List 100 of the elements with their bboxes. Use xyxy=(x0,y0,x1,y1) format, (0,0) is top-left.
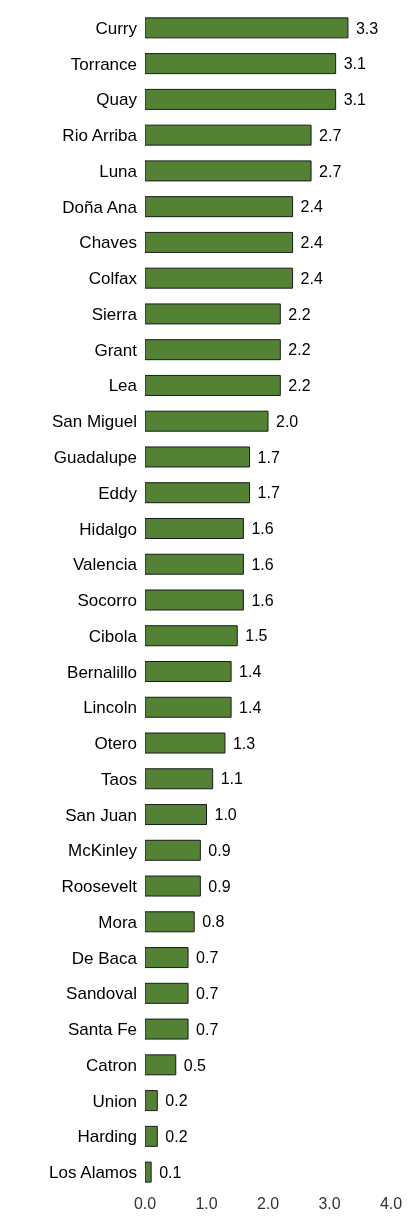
data-label: 1.4 xyxy=(239,698,262,716)
data-label: 2.0 xyxy=(276,412,299,430)
x-tick-label: 4.0 xyxy=(379,1195,403,1213)
y-tick-label: Bernalillo xyxy=(67,662,137,682)
data-label: 1.6 xyxy=(251,555,274,573)
data-label: 3.3 xyxy=(355,19,379,37)
bar xyxy=(145,911,195,933)
data-label: 0.7 xyxy=(196,949,219,967)
y-tick-label: Cibola xyxy=(88,626,138,646)
bar xyxy=(145,1125,158,1147)
data-label: 0.7 xyxy=(196,985,219,1002)
bar xyxy=(145,839,201,861)
bar xyxy=(145,517,244,539)
data-label: 1.5 xyxy=(245,627,268,645)
bar xyxy=(145,410,269,432)
bar xyxy=(145,53,337,75)
y-tick-label: Union xyxy=(92,1091,137,1111)
bar xyxy=(145,947,189,969)
data-label: 0.1 xyxy=(159,1163,182,1181)
data-label: 0.2 xyxy=(165,1128,188,1146)
data-label: 2.7 xyxy=(319,126,342,144)
bar xyxy=(145,88,337,110)
x-tick-label: 3.0 xyxy=(318,1195,341,1213)
bar xyxy=(145,732,226,754)
data-label: 0.7 xyxy=(196,1020,219,1038)
bar xyxy=(145,17,349,39)
y-tick-label: Sandoval xyxy=(66,984,137,1004)
bar xyxy=(145,303,281,325)
data-label: 1.4 xyxy=(239,663,262,681)
y-tick-label: Doña Ana xyxy=(62,197,138,217)
data-label: 2.2 xyxy=(288,377,311,395)
y-tick-label: Chaves xyxy=(79,233,137,253)
y-tick-label: Harding xyxy=(77,1127,137,1147)
y-tick-label: Socorro xyxy=(77,591,137,611)
bar xyxy=(145,1090,158,1112)
bar xyxy=(145,625,238,647)
data-label: 2.7 xyxy=(319,162,342,180)
data-label: 3.1 xyxy=(343,55,366,73)
data-label: 0.8 xyxy=(202,913,225,931)
bar xyxy=(145,374,281,396)
bar xyxy=(145,768,214,790)
y-tick-label: Taos xyxy=(101,769,137,789)
bar xyxy=(145,196,294,218)
y-tick-label: Guadalupe xyxy=(53,448,137,467)
bar xyxy=(145,1018,189,1040)
data-label: 0.5 xyxy=(183,1056,207,1074)
data-label: 3.1 xyxy=(343,91,366,109)
y-tick-label: Lincoln xyxy=(83,698,137,718)
data-label: 1.6 xyxy=(251,591,274,609)
bar xyxy=(145,1161,152,1183)
y-tick-label: Torrance xyxy=(70,54,137,74)
x-tick-label: 1.0 xyxy=(195,1195,218,1213)
y-tick-label: Curry xyxy=(95,18,138,38)
bar xyxy=(145,875,201,897)
bar xyxy=(145,124,312,146)
x-tick-label: 2.0 xyxy=(256,1195,280,1213)
data-label: 0.2 xyxy=(165,1092,188,1110)
bar xyxy=(145,804,207,826)
bar xyxy=(145,267,294,289)
y-tick-label: Otero xyxy=(94,734,137,754)
bar xyxy=(145,231,294,253)
y-tick-label: Valencia xyxy=(73,555,138,575)
y-tick-label: Grant xyxy=(94,340,138,360)
y-tick-label: Eddy xyxy=(98,483,138,503)
bar xyxy=(145,482,251,504)
y-tick-label: Sierra xyxy=(91,304,138,324)
data-label: 2.4 xyxy=(300,234,323,252)
y-tick-label: Los Alamos xyxy=(49,1163,137,1183)
y-tick-label: Catron xyxy=(85,1055,137,1075)
y-tick-label: San Juan xyxy=(65,805,137,825)
y-tick-label: Lea xyxy=(108,376,138,396)
bar xyxy=(145,696,232,718)
y-tick-label: Rio Arriba xyxy=(62,126,138,146)
bar xyxy=(145,339,281,361)
data-label: 1.1 xyxy=(220,770,243,788)
data-label: 1.7 xyxy=(257,484,280,502)
data-label: 2.4 xyxy=(300,269,323,287)
data-label: 0.9 xyxy=(208,877,231,895)
data-label: 2.2 xyxy=(288,305,311,323)
y-tick-label: Roosevelt xyxy=(61,877,138,897)
y-tick-label: De Baca xyxy=(71,948,138,968)
y-tick-label: McKinley xyxy=(68,841,138,861)
data-label: 1.3 xyxy=(232,734,256,752)
data-label: 1.6 xyxy=(251,520,274,538)
data-label: 0.9 xyxy=(208,841,231,859)
data-label: 2.2 xyxy=(288,341,311,359)
bar xyxy=(145,160,312,182)
data-label: 1.7 xyxy=(257,448,280,466)
y-tick-label: Quay xyxy=(96,90,138,110)
y-tick-label: Hidalgo xyxy=(79,519,137,539)
data-label: 2.4 xyxy=(300,198,323,216)
y-tick-label: San Miguel xyxy=(51,412,137,432)
bar xyxy=(145,661,232,682)
x-tick-label: 0.0 xyxy=(133,1195,157,1213)
bar xyxy=(145,1054,177,1076)
data-label: 1.0 xyxy=(214,806,237,824)
y-tick-label: Santa Fe xyxy=(68,1020,137,1040)
bar xyxy=(145,982,189,1004)
y-tick-label: Colfax xyxy=(88,269,138,289)
y-tick-label: Luna xyxy=(99,161,138,181)
